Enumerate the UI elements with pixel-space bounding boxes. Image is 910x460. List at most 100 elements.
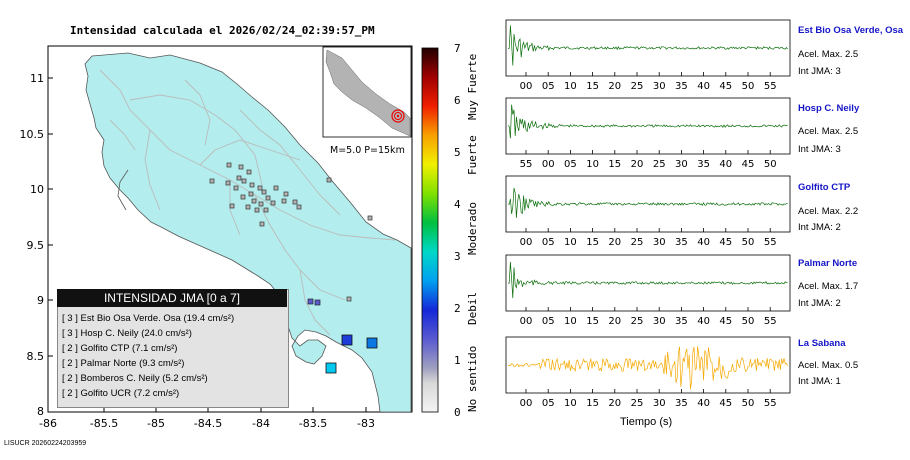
scale-tick: 5 xyxy=(454,146,461,159)
station-marker-jma2 xyxy=(307,298,314,305)
scale-label-muy-fuerte: Muy Fuerte xyxy=(466,54,479,120)
seismogram-tick-label: 35 xyxy=(675,81,688,92)
seismogram-tick-label: 05 xyxy=(542,398,555,409)
seismogram-tick-label: 45 xyxy=(719,316,732,327)
seismogram-tick-label: 10 xyxy=(586,159,599,170)
scale-bar xyxy=(421,47,439,413)
scale-label-moderado: Moderado xyxy=(466,202,479,255)
seismogram-frame xyxy=(505,97,791,155)
legend-row: [ 2 ] Palmar Norte (9.3 cm/s²) xyxy=(62,358,185,369)
seismogram-tick-label: 10 xyxy=(564,81,577,92)
seismogram-panels: 00 05 10 15 20 25 30 35 40 45 50 55 55 00 05 10 15 20 25 30… xyxy=(505,19,791,409)
inset-label: M=5.0 P=15km xyxy=(330,145,405,156)
legend-row: [ 2 ] Bomberos C. Neily (5.2 cm/s²) xyxy=(62,373,208,384)
lat-ticks: 11 10.5 10 9.5 9 8.5 8 xyxy=(20,72,45,418)
seismogram-tick-label: 55 xyxy=(764,316,777,327)
station-jma: Int JMA: 3 xyxy=(798,66,841,77)
seismogram-tick-label: 10 xyxy=(564,398,577,409)
seismogram-tick-label: 40 xyxy=(697,81,710,92)
legend-row: [ 2 ] Golfito UCR (7.2 cm/s²) xyxy=(62,388,180,399)
seismogram-tick-label: 20 xyxy=(608,398,621,409)
seismogram-tick-label: 40 xyxy=(719,159,732,170)
scale-tick: 4 xyxy=(454,198,461,211)
scale-tick: 1 xyxy=(454,354,461,367)
station-acel: Acel. Max. 2.5 xyxy=(798,49,859,60)
lat-tick: 8.5 xyxy=(27,350,45,363)
seismogram-trace xyxy=(507,346,788,390)
seismogram-trace xyxy=(508,25,788,66)
seismogram-tick-label: 15 xyxy=(586,237,599,248)
seismogram-xlabel: Tiempo (s) xyxy=(620,416,673,428)
seismogram-tick-label: 45 xyxy=(742,159,755,170)
scale-label-debil: Debil xyxy=(466,292,479,325)
seismogram-tick-label: 05 xyxy=(542,316,555,327)
epicenter-dot-icon xyxy=(396,114,400,118)
seismogram-tick-label: 25 xyxy=(631,237,644,248)
seismogram-tick-label: 50 xyxy=(764,159,777,170)
seismogram-tick-label: 20 xyxy=(631,159,644,170)
epicenter-ring-icon xyxy=(391,109,405,123)
legend-title: INTENSIDAD JMA [0 a 7] xyxy=(57,289,287,307)
seismogram-tick-label: 50 xyxy=(742,81,755,92)
station-marker-jma2 xyxy=(314,299,321,306)
seismogram-tick-label: 25 xyxy=(631,81,644,92)
seismogram-tick-label: 40 xyxy=(697,316,710,327)
seismogram-panel: 55 00 05 10 15 20 25 30 35 40 45 50 xyxy=(505,97,791,170)
epicenter-ring-icon xyxy=(394,112,402,120)
seismogram-tick-label: 15 xyxy=(586,316,599,327)
seismogram-frame xyxy=(505,19,791,77)
seismogram-tick-label: 20 xyxy=(608,316,621,327)
seismogram-tick-label: 50 xyxy=(742,237,755,248)
seismogram-tick-label: 05 xyxy=(564,159,577,170)
seismogram-tick-label: 00 xyxy=(520,316,533,327)
seismogram-tick-label: 35 xyxy=(697,159,710,170)
lon-tick: -83 xyxy=(357,417,375,430)
station-name: Hosp C. Neily xyxy=(798,103,860,114)
seismogram-tick-label: 35 xyxy=(675,316,688,327)
seismogram-tick-label: 35 xyxy=(675,237,688,248)
scale-labels: No sentido Debil Moderado Fuerte Muy Fue… xyxy=(466,54,479,412)
scale-tick: 6 xyxy=(454,94,461,107)
station-markers xyxy=(209,162,373,302)
seismogram-tick-label: 15 xyxy=(608,159,621,170)
scale-tick: 0 xyxy=(454,406,461,419)
station-acel: Acel. Max. 2.2 xyxy=(798,206,859,217)
seismogram-tick-label: 55 xyxy=(764,398,777,409)
scale-tick: 2 xyxy=(454,302,461,315)
lat-tick: 9 xyxy=(37,294,44,307)
costa-rica-land xyxy=(84,52,412,412)
seismogram-panel: 00 05 10 15 20 25 30 35 40 45 50 55 xyxy=(505,336,791,409)
seismogram-tick-label: 45 xyxy=(719,81,732,92)
seismogram-tick-label: 15 xyxy=(586,398,599,409)
seismogram-tick-label: 00 xyxy=(520,237,533,248)
seismogram-tick-label: 55 xyxy=(520,159,533,170)
seismogram-tick-label: 25 xyxy=(631,316,644,327)
station-acel: Acel. Max. 1.7 xyxy=(798,281,859,292)
nicoya-coast xyxy=(117,169,129,211)
seismogram-panel: 00 05 10 15 20 25 30 35 40 45 50 55 xyxy=(505,19,791,92)
seismogram-tick-label: 20 xyxy=(608,81,621,92)
seismogram-tick-label: 30 xyxy=(653,316,666,327)
lat-tick: 9.5 xyxy=(27,239,45,252)
seismogram-tick-label: 10 xyxy=(564,237,577,248)
scale-ticks: 0 1 2 3 4 5 6 7 xyxy=(454,42,461,419)
map-title: Intensidad calculada el 2026/02/24_02:39… xyxy=(70,24,375,37)
station-acel: Acel. Max. 0.5 xyxy=(798,360,859,371)
seismogram-tick-label: 30 xyxy=(675,159,688,170)
lon-tick: -84.5 xyxy=(194,417,222,430)
station-marker-jma3 xyxy=(341,334,353,346)
scale-label-fuerte: Fuerte xyxy=(466,135,479,175)
station-name: Golfito CTP xyxy=(798,182,851,193)
seismogram-tick-label: 50 xyxy=(742,316,755,327)
lon-tick: -83.5 xyxy=(299,417,327,430)
station-name: Palmar Norte xyxy=(798,258,858,269)
legend-row: [ 3 ] Est Bio Osa Verde. Osa (19.4 cm/s²… xyxy=(62,313,235,324)
road-network xyxy=(99,69,396,336)
seismogram-tick-label: 55 xyxy=(764,237,777,248)
seismogram-tick-label: 05 xyxy=(542,237,555,248)
lon-tick: -84 xyxy=(252,417,270,430)
seismogram-frame xyxy=(505,254,791,312)
seismogram-tick-label: 10 xyxy=(564,316,577,327)
station-jma: Int JMA: 1 xyxy=(798,376,841,387)
seismogram-tick-label: 25 xyxy=(631,398,644,409)
